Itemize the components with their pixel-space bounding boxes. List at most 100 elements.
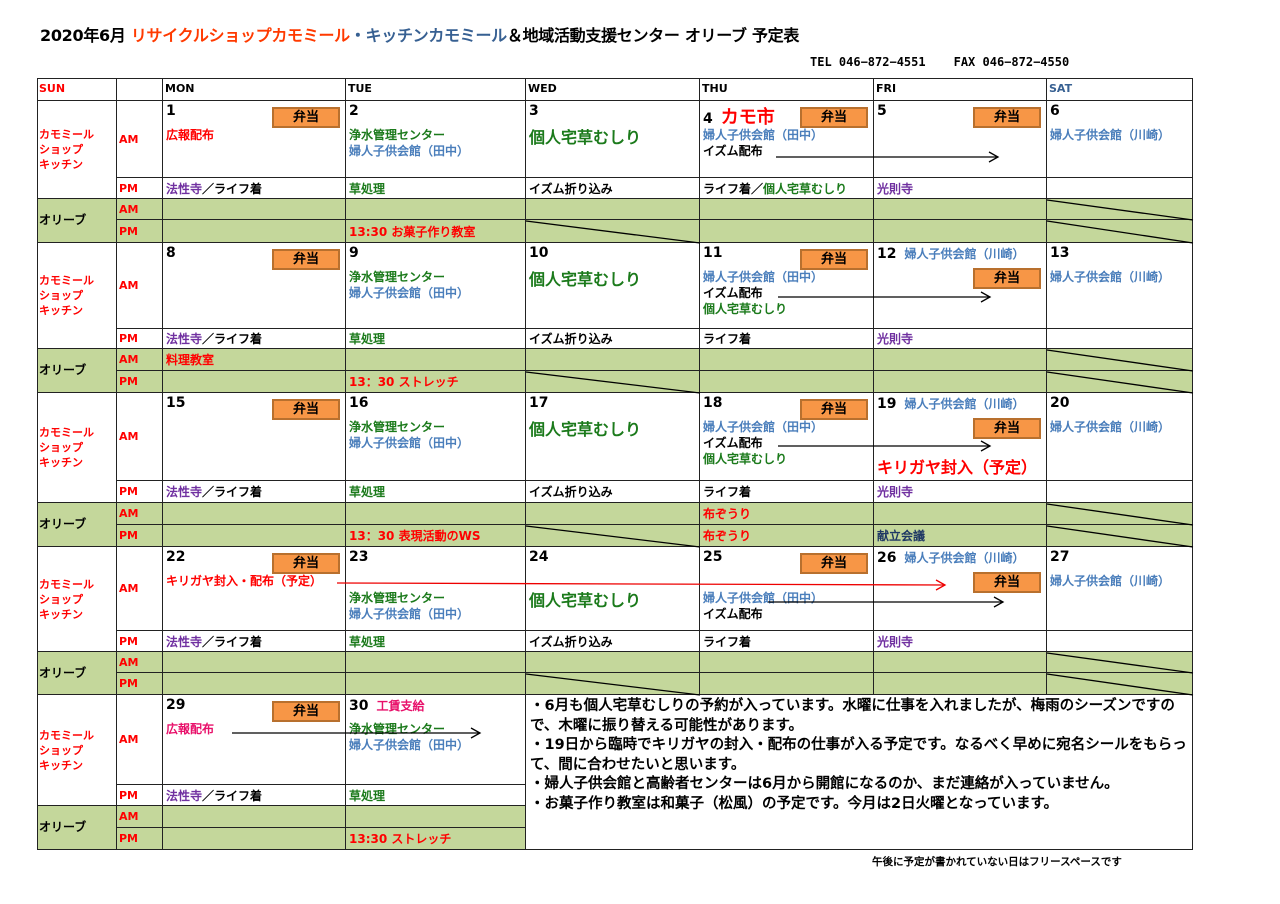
day-date: 20 xyxy=(1050,395,1069,411)
olive-pm-label: PM xyxy=(117,673,163,695)
pm-cell-25: ライフ着 xyxy=(700,631,874,652)
am-entry: 婦人子供会館（田中） xyxy=(349,435,523,451)
fax-number: FAX 046−872−4550 xyxy=(953,55,1070,69)
am-entry: イズム配布 xyxy=(703,285,871,301)
am-entries: 個人宅草むしり xyxy=(529,269,697,291)
entry-text: 婦人子供会館（川崎） xyxy=(1050,270,1171,284)
entry-text: イズム折り込み xyxy=(529,181,613,196)
entry-text: 光則寺 xyxy=(877,634,914,649)
day-cell-3: 3 個人宅草むしり xyxy=(526,101,700,178)
am-entry: 個人宅草むしり xyxy=(703,301,871,317)
olive-am-cell-29 xyxy=(163,806,346,828)
am-entry: イズム配布 xyxy=(703,606,871,622)
bento-badge: 弁当 xyxy=(800,553,868,574)
olive-label: オリーブ xyxy=(37,503,117,547)
day-cell-25: 25 弁当 婦人子供会館（田中） イズム配布 xyxy=(700,547,874,631)
note-item: ・婦人子供会館と高齢者センターは6月から開館になるのか、まだ連絡が入っていません… xyxy=(530,776,1119,792)
entry-text: 法性寺 xyxy=(166,788,203,803)
entry-text: 個人宅草むしり xyxy=(529,591,642,610)
am-entry: 浄水管理センター xyxy=(349,590,523,606)
day-date: 23 xyxy=(349,549,368,565)
olive-am-cell-6 xyxy=(1047,199,1193,220)
am-entry: 浄水管理センター xyxy=(349,419,523,435)
olive-pm-cell-9: 13：30 ストレッチ xyxy=(346,371,526,393)
olive-pm-cell-11 xyxy=(700,371,874,393)
day-cell-12: 12 婦人子供会館（川崎） 弁当 xyxy=(874,243,1047,329)
bento-badge: 弁当 xyxy=(272,399,340,420)
entry-text: 光則寺 xyxy=(877,332,914,346)
date-number: 19 xyxy=(877,396,897,412)
entry-text: キリガヤ封入（予定） xyxy=(877,458,1038,477)
pm-cell-18: ライフ着 xyxy=(700,481,874,503)
day-date: 9 xyxy=(349,245,359,261)
olive-am-cell-16 xyxy=(346,503,526,525)
am-label: AM xyxy=(117,101,163,178)
day-header-mon: MON xyxy=(163,78,346,101)
entry-text: 光則寺 xyxy=(877,485,914,499)
am-entry: イズム配布 xyxy=(703,435,871,451)
entry-text: キリガヤ封入・配布（予定） xyxy=(166,574,323,588)
entry-text: 布ぞうり xyxy=(703,529,752,543)
bento-badge: 弁当 xyxy=(272,553,340,574)
olive-am-cell-11 xyxy=(700,349,874,371)
day-header-label: SAT xyxy=(1049,82,1073,95)
olive-pm-cell-12 xyxy=(874,371,1047,393)
date-number: 18 xyxy=(703,395,723,411)
day-date: 17 xyxy=(529,395,548,411)
am-entry: 広報配布 xyxy=(166,127,343,143)
am-entry: 婦人子供会館（川崎） xyxy=(1050,269,1190,285)
date-note: 婦人子供会館（川崎） xyxy=(904,551,1025,565)
pm-cell-3: イズム折り込み xyxy=(526,178,700,199)
day-cell-26: 26 婦人子供会館（川崎） 弁当 xyxy=(874,547,1047,631)
kamomile-label: カモミール ショップ キッチン xyxy=(37,695,117,806)
am-entries: 婦人子供会館（川崎） xyxy=(1050,269,1190,285)
pm-cell-24: イズム折り込み xyxy=(526,631,700,652)
pm-label: PM xyxy=(117,481,163,503)
date-number: 20 xyxy=(1050,395,1070,411)
pm-cell-27 xyxy=(1047,631,1193,652)
day-date: 6 xyxy=(1050,103,1060,119)
entry-text: イズム折り込み xyxy=(529,634,613,649)
olive-pm-label: PM xyxy=(117,371,163,393)
day-date: 8 xyxy=(166,245,176,261)
am-entry: 個人宅草むしり xyxy=(529,419,697,441)
am-label: AM xyxy=(117,393,163,481)
olive-pm-cell-5 xyxy=(874,220,1047,243)
olive-pm-cell-10 xyxy=(526,371,700,393)
olive-am-label: AM xyxy=(117,199,163,220)
pm-cell-30: 草処理 xyxy=(346,785,526,806)
am-entries: 婦人子供会館（田中） イズム配布 xyxy=(703,590,871,622)
entry-text: ライフ着 xyxy=(703,485,752,499)
am-entries: 婦人子供会館（川崎） xyxy=(1050,419,1190,435)
kamomile-label: カモミール ショップ キッチン xyxy=(37,547,117,652)
day-cell-24: 24 個人宅草むしり xyxy=(526,547,700,631)
day-date: 30 工賃支給 xyxy=(349,697,425,714)
day-cell-13: 13 婦人子供会館（川崎） xyxy=(1047,243,1193,329)
date-number: 6 xyxy=(1050,103,1060,119)
am-entries: キリガヤ封入（予定） xyxy=(877,457,1044,479)
entry-text: 浄水管理センター xyxy=(349,420,446,434)
olive-am-label: AM xyxy=(117,503,163,525)
olive-am-cell-5 xyxy=(874,199,1047,220)
entry-text: 13:30 ストレッチ xyxy=(349,832,452,846)
entry-text: 浄水管理センター xyxy=(349,591,446,605)
am-entries: 浄水管理センター 婦人子供会館（田中） xyxy=(349,721,523,753)
am-entry: 浄水管理センター xyxy=(349,721,523,737)
olive-am-cell-18: 布ぞうり xyxy=(700,503,874,525)
day-date: 19 婦人子供会館（川崎） xyxy=(877,395,1025,412)
note-item: ・19日から臨時でキリガヤの封入・配布の仕事が入る予定です。なるべく早めに宛名シ… xyxy=(530,737,1187,773)
olive-pm-cell-27 xyxy=(1047,673,1193,695)
entry-text: 婦人子供会館（田中） xyxy=(349,286,470,300)
am-entries: 広報配布 xyxy=(166,127,343,143)
am-entries: 婦人子供会館（田中） イズム配布 個人宅草むしり xyxy=(703,269,871,317)
bento-badge: 弁当 xyxy=(272,249,340,270)
pm-cell-26: 光則寺 xyxy=(874,631,1047,652)
day-date: 10 xyxy=(529,245,548,261)
olive-label: オリーブ xyxy=(37,652,117,695)
pm-cell-4: ライフ着／ 個人宅草むしり xyxy=(700,178,874,199)
olive-am-cell-25 xyxy=(700,652,874,673)
olive-pm-cell-16: 13：30 表現活動のWS xyxy=(346,525,526,547)
am-entry: 婦人子供会館（田中） xyxy=(703,127,871,143)
olive-pm-cell-25 xyxy=(700,673,874,695)
entry-text: 13：30 ストレッチ xyxy=(349,375,459,389)
